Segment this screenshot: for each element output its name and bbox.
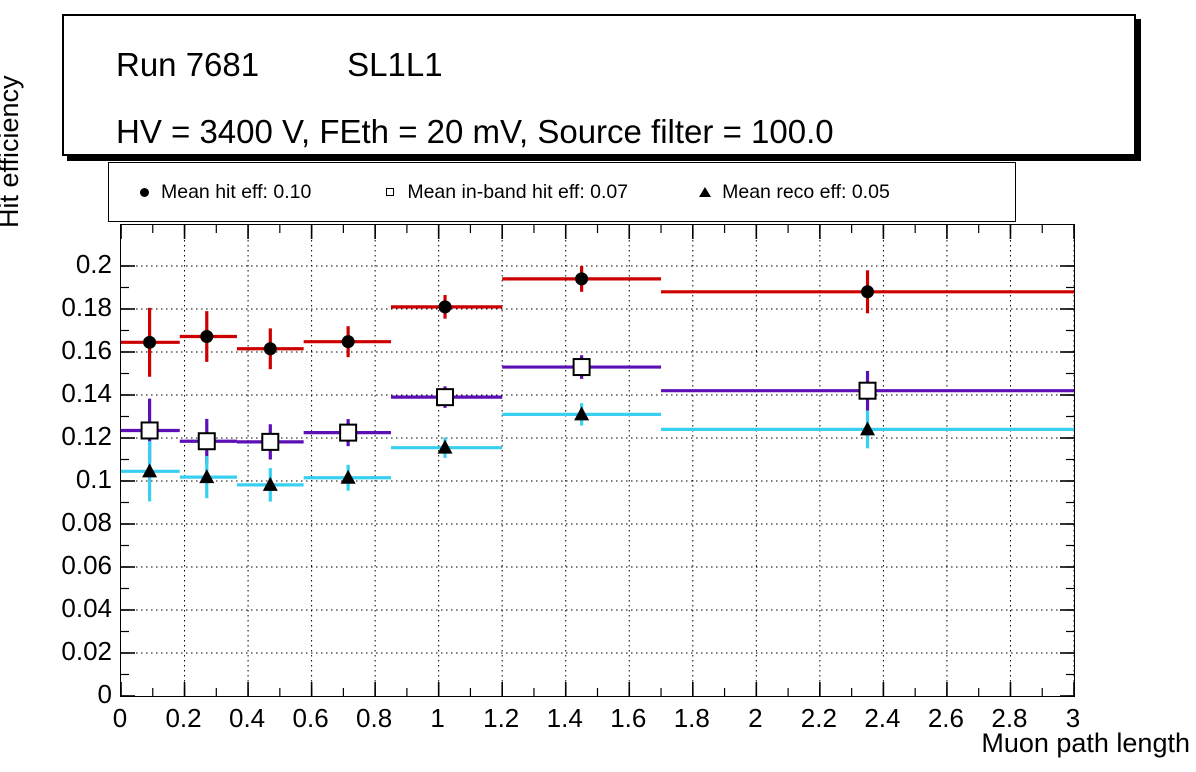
x-tick-label: 0 (112, 703, 128, 733)
legend-box: Mean hit eff: 0.10 Mean in-band hit eff:… (108, 162, 1016, 222)
x-tick-label: 2 (748, 703, 763, 733)
x-tick-label: 0.4 (228, 703, 266, 733)
legend-label-hit-eff: Mean hit eff: 0.10 (161, 180, 312, 203)
x-tick-label: 2.4 (864, 703, 901, 733)
y-tick-label: 0.04 (61, 593, 112, 623)
legend-entry-inband-hit-eff: Mean in-band hit eff: 0.07 (373, 181, 628, 204)
legend-label-reco-eff: Mean reco eff: 0.05 (722, 180, 890, 203)
y-tick-label: 0.16 (61, 335, 112, 365)
data-point-circle (341, 335, 355, 349)
data-point-circle (861, 285, 875, 299)
data-point-square (140, 421, 159, 440)
legend-entry-reco-eff: Mean reco eff: 0.05 (688, 181, 890, 204)
data-series (121, 355, 1074, 464)
x-tick-label: 1.4 (546, 703, 583, 733)
y-axis-title: Hit efficiency (0, 75, 24, 228)
x-tick-label: 1.8 (673, 703, 710, 733)
data-point-square (572, 358, 591, 377)
data-point-triangle (142, 463, 158, 478)
data-point-triangle (199, 469, 215, 484)
data-point-circle (200, 330, 214, 344)
open-square-icon (373, 188, 407, 196)
y-tick-label: 0.08 (61, 507, 112, 537)
data-point-circle (143, 335, 157, 349)
data-point-circle (263, 342, 277, 356)
y-tick-label: 0.14 (61, 378, 112, 408)
legend-label-inband-hit-eff: Mean in-band hit eff: 0.07 (407, 180, 629, 203)
layer-label: SL1L1 (347, 46, 443, 83)
plot-frame (120, 224, 1075, 697)
x-tick-label: 2.8 (991, 703, 1028, 733)
data-point-triangle (860, 421, 876, 436)
x-tick-label: 0.2 (165, 703, 202, 733)
data-series (121, 266, 1074, 377)
title-line-2: HV = 3400 V, FEth = 20 mV, Source filter… (116, 113, 834, 150)
x-tick-label: 1.2 (483, 703, 520, 733)
legend-entry-hit-eff: Mean hit eff: 0.10 (127, 181, 311, 204)
title-box: Run 7681 SL1L1 HV = 3400 V, FEth = 20 mV,… (62, 14, 1136, 156)
x-tick-label: 0.8 (356, 703, 393, 733)
data-point-square (858, 381, 877, 400)
x-tick-label: 3 (1065, 703, 1081, 733)
data-point-triangle (340, 469, 356, 484)
y-tick-label: 0.12 (61, 421, 112, 451)
data-point-square (197, 432, 216, 451)
data-point-square (261, 432, 280, 451)
data-layer (121, 225, 1074, 696)
filled-triangle-icon (688, 187, 722, 197)
title-line-1: Run 7681 SL1L1 (116, 46, 443, 84)
y-tick-label: 0.1 (75, 464, 112, 494)
data-point-triangle (437, 439, 453, 454)
x-tick-label: 1.6 (610, 703, 647, 733)
y-tick-label: 0.02 (61, 636, 112, 666)
y-tick-label: 0.2 (75, 249, 112, 279)
x-tick-label: 0.6 (292, 703, 329, 733)
data-point-circle (575, 272, 589, 286)
x-tick-label: 1 (430, 703, 445, 733)
x-tick-label: 2.6 (927, 703, 964, 733)
filled-circle-icon (127, 187, 161, 197)
y-tick-label: 0.18 (61, 292, 112, 322)
data-point-triangle (574, 406, 590, 421)
x-tick-label: 2.2 (800, 703, 837, 733)
y-tick-label: 0.06 (61, 550, 112, 580)
y-tick-label: 0 (97, 679, 112, 709)
x-axis-title: Muon path length (981, 728, 1190, 758)
data-point-square (339, 423, 358, 442)
data-point-square (436, 388, 455, 407)
data-series (121, 403, 1074, 502)
run-label: Run 7681 (116, 46, 260, 83)
data-point-circle (438, 300, 452, 314)
data-point-triangle (262, 476, 278, 491)
